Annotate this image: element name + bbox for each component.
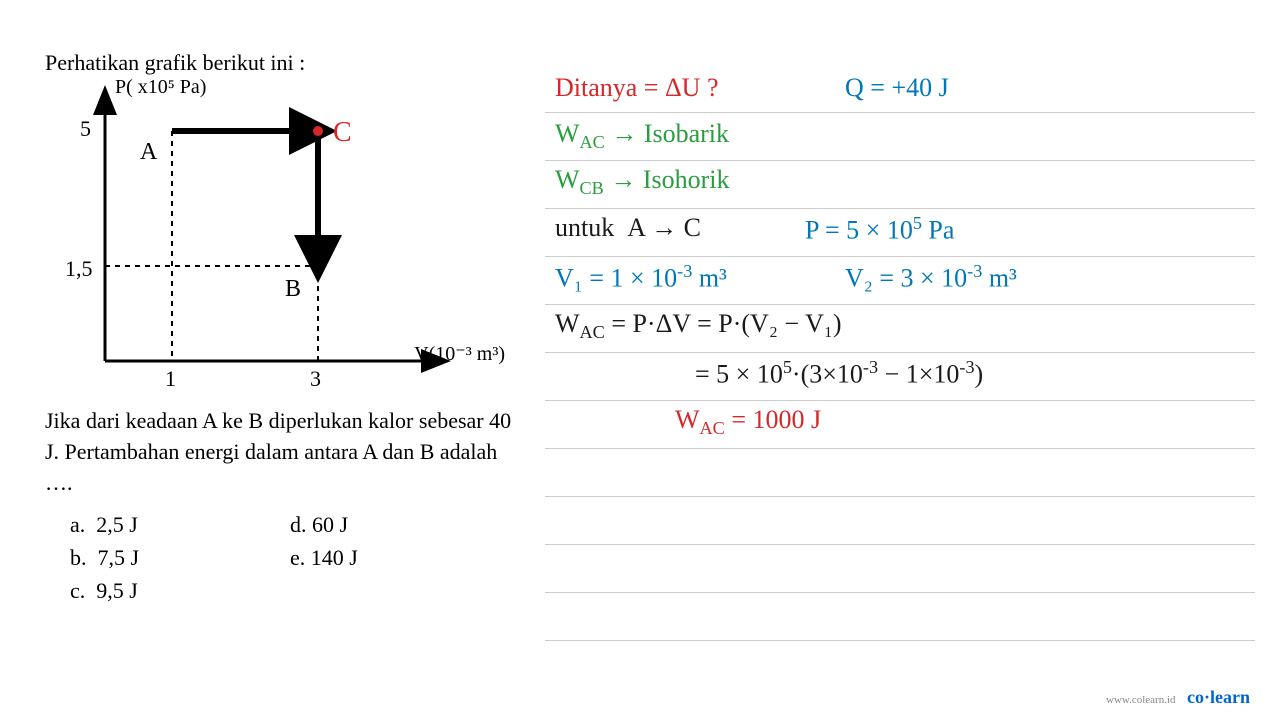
solution-line-7: = 5 × 105·(3×10-3 − 1×10-3) [695,357,983,390]
x-axis-label: V(10⁻³ m³) [414,341,505,366]
solution-line-2: WAC → Isobarik [555,119,729,153]
solution-line-4b: P = 5 × 105 Pa [805,213,954,246]
svg-text:B: B [285,276,301,302]
problem-title: Perhatikan grafik berikut ini : [45,50,525,76]
svg-text:A: A [140,139,158,165]
svg-text:3: 3 [310,366,321,391]
solution-line-3: WCB → Isohorik [555,165,729,199]
solution-line-5b: V₂ = 3 × 10-3 m³ [845,261,1017,294]
solution-line-5a: V₁ = 1 × 10-3 m³ [555,261,727,294]
solution-line-1a: Ditanya = ΔU ? [555,73,719,103]
svg-text:C: C [333,117,352,148]
problem-panel: Perhatikan grafik berikut ini : P( x10⁵ … [45,50,525,607]
solution-line-1b: Q = +40 J [845,73,949,103]
option-e: e. 140 J [290,541,490,574]
footer: www.colearn.id co·learn [1106,687,1250,708]
chart-svg: 5 1,5 1 3 A C B [45,81,465,391]
svg-text:1,5: 1,5 [65,256,93,281]
svg-text:5: 5 [80,116,91,141]
solution-line-6: WAC = P·ΔV = P·(V₂ − V₁) [555,309,842,343]
solution-line-4a: untuk A → C [555,213,701,243]
option-a: a. 2,5 J [70,508,290,541]
options-list: a. 2,5 J d. 60 J b. 7,5 J e. 140 J c. 9,… [45,508,525,607]
question-text: Jika dari keadaan A ke B diperlukan kalo… [45,406,525,498]
svg-text:1: 1 [165,366,176,391]
y-axis-label: P( x10⁵ Pa) [115,76,206,99]
option-b: b. 7,5 J [70,541,290,574]
option-d: d. 60 J [290,508,490,541]
footer-url: www.colearn.id [1106,694,1176,706]
option-c: c. 9,5 J [70,574,290,607]
solution-line-8: WAC = 1000 J [675,405,821,439]
footer-brand: co·learn [1187,687,1250,707]
pv-chart: P( x10⁵ Pa) 5 1,5 1 3 [45,81,465,391]
